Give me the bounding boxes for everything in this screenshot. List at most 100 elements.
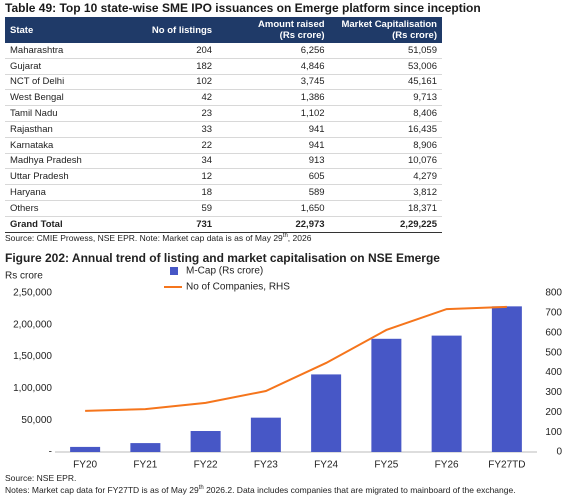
- cell: 731: [132, 215, 218, 233]
- line: [85, 305, 507, 412]
- chart-title: Figure 202: Annual trend of listing and …: [5, 251, 440, 265]
- y-axis-label: Rs crore: [5, 271, 43, 282]
- y2-tick-label: 500: [545, 347, 562, 358]
- cell: 4,846: [217, 58, 330, 75]
- cell: 51,059: [329, 43, 442, 59]
- column-header: State: [5, 17, 133, 43]
- x-tick-label: FY24: [314, 460, 338, 471]
- cell: 45,161: [329, 74, 442, 91]
- y2-tick-label: 0: [556, 447, 562, 458]
- cell: Karnataka: [5, 137, 133, 154]
- legend-label: M-Cap (Rs crore): [186, 266, 263, 277]
- cell: 941: [217, 137, 330, 154]
- cell: 10,076: [329, 153, 442, 170]
- cell: 4,279: [329, 168, 442, 186]
- table-row: Rajasthan 33 941 16,435: [5, 121, 442, 138]
- cell: 33: [132, 121, 218, 138]
- chart-notes: Notes: Market cap data for FY27TD is as …: [5, 485, 516, 495]
- x-tick-label: FY27TD: [488, 460, 525, 471]
- cell: Gujarat: [5, 58, 133, 75]
- bar: [130, 443, 161, 452]
- chart: Figure 202: Annual trend of listing and …: [5, 251, 562, 471]
- y-tick-label: -: [49, 447, 52, 458]
- cell: 18,371: [329, 200, 442, 217]
- y2-tick-label: 700: [545, 308, 562, 319]
- cell: NCT of Delhi: [5, 74, 133, 91]
- y-tick-label: 50,000: [21, 415, 52, 426]
- cell: 3,745: [217, 74, 330, 91]
- cell: Uttar Pradesh: [5, 168, 133, 186]
- cell: 941: [217, 121, 330, 138]
- y2-tick-label: 200: [545, 407, 562, 418]
- cell: 204: [132, 43, 218, 59]
- x-tick-label: FY26: [435, 460, 459, 471]
- cell: 18: [132, 184, 218, 201]
- cell: Others: [5, 200, 133, 217]
- x-tick-label: FY23: [254, 460, 278, 471]
- cell: Rajasthan: [5, 121, 133, 138]
- table-title: Table 49: Top 10 state-wise SME IPO issu…: [5, 1, 481, 15]
- notes-text: Notes: Market cap data for FY27TD is as …: [5, 485, 199, 495]
- bar: [70, 446, 101, 452]
- header-row: State No of listings Amount raised (Rs cror…: [5, 17, 442, 43]
- cell: Grand Total: [5, 215, 133, 233]
- cell: 42: [132, 89, 218, 107]
- header-line: Amount raised: [258, 19, 325, 30]
- cell: Madhya Pradesh: [5, 153, 133, 170]
- table-row: Gujarat 182 4,846 53,006: [5, 58, 442, 75]
- cell: 34: [132, 153, 218, 170]
- table-row: Madhya Pradesh 34 913 10,076: [5, 153, 442, 170]
- y2-tick-label: 300: [545, 387, 562, 398]
- cell: Tamil Nadu: [5, 105, 133, 122]
- cell: Haryana: [5, 184, 133, 201]
- column-header: No of listings: [132, 17, 218, 43]
- y2-tick-label: 400: [545, 367, 562, 378]
- y2-tick-label: 800: [545, 288, 562, 299]
- bar: [250, 417, 281, 452]
- cell: 59: [132, 200, 218, 217]
- cell: 16,435: [329, 121, 442, 138]
- y-tick-label: 1,00,000: [13, 383, 52, 394]
- cell: 1,386: [217, 89, 330, 107]
- legend-swatch: [170, 267, 178, 275]
- notes-sup: th: [198, 485, 204, 492]
- x-tick-label: FY21: [133, 460, 157, 471]
- x-tick-label: FY22: [194, 460, 218, 471]
- y-tick-label: 2,00,000: [13, 319, 52, 330]
- bar: [311, 374, 342, 452]
- cell: 12: [132, 168, 218, 186]
- header-line: (Rs crore): [279, 30, 325, 41]
- cell: 605: [217, 168, 330, 186]
- bar: [491, 306, 522, 452]
- cell: 53,006: [329, 58, 442, 75]
- cell: 9,713: [329, 89, 442, 107]
- table-row: Tamil Nadu 23 1,102 8,406: [5, 105, 442, 122]
- source-tail: , 2026: [287, 233, 312, 243]
- table-row: NCT of Delhi 102 3,745 45,161: [5, 74, 442, 91]
- bar: [190, 431, 221, 452]
- bar: [431, 335, 462, 452]
- cell: 3,812: [329, 184, 442, 201]
- header-line: (Rs crore): [392, 30, 437, 41]
- cell: 22: [132, 137, 218, 154]
- cell: 8,406: [329, 105, 442, 122]
- table-source: Source: CMIE Prowess, NSE EPR. Note: Mar…: [5, 233, 311, 243]
- table-row: West Bengal 42 1,386 9,713: [5, 89, 442, 107]
- cell: 2,29,225: [329, 215, 442, 233]
- header-line: Market Capitalisation: [341, 19, 437, 30]
- table-row: Others 59 1,650 18,371: [5, 200, 442, 217]
- source-sup: th: [282, 233, 288, 240]
- cell: Maharashtra: [5, 43, 133, 59]
- y2-tick-label: 100: [545, 427, 562, 438]
- y-tick-label: 2,50,000: [13, 288, 52, 299]
- cell: 182: [132, 58, 218, 75]
- cell: 6,256: [217, 43, 330, 59]
- column-header: Market Capitalisation (Rs crore): [329, 17, 442, 43]
- table-row: Uttar Pradesh 12 605 4,279: [5, 168, 442, 186]
- bar: [371, 338, 402, 452]
- y-tick-label: 1,50,000: [13, 351, 52, 362]
- cell: 913: [217, 153, 330, 170]
- cell: 589: [217, 184, 330, 201]
- x-tick-label: FY25: [374, 460, 398, 471]
